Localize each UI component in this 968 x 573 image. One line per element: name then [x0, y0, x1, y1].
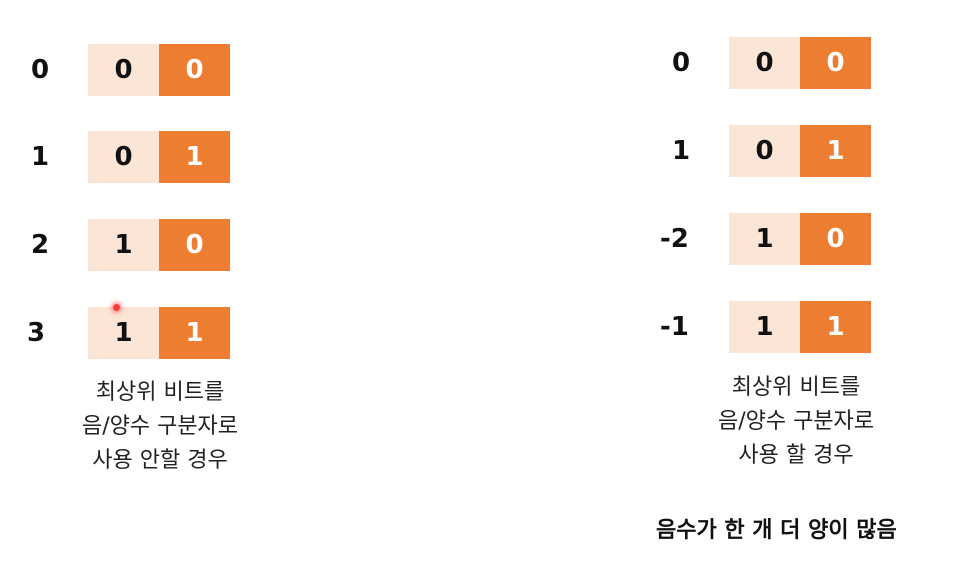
caption-line: 사용 안할 경우 [92, 448, 228, 473]
lsb-bit-cell: 0 [159, 44, 230, 96]
msb-bit-cell: 1 [88, 307, 159, 359]
left-row-label: 2 [31, 230, 50, 260]
lsb-bit-cell: 1 [800, 301, 871, 353]
caption-line: 최상위 비트를 [731, 375, 861, 400]
msb-bit-cell: 1 [88, 219, 159, 271]
right-row-label: 1 [672, 136, 691, 166]
msb-bit-cell: 1 [729, 301, 800, 353]
left-caption: 최상위 비트를 음/양수 구분자로 사용 안할 경우 [40, 376, 280, 478]
right-row-label: 0 [672, 48, 691, 78]
negative-count-note: 음수가 한 개 더 양이 많음 [656, 518, 897, 543]
caption-line: 음/양수 구분자로 [717, 409, 875, 434]
lsb-bit-cell: 0 [159, 219, 230, 271]
left-row-label: 3 [27, 318, 46, 348]
right-row-label: -2 [660, 224, 689, 254]
lsb-bit-cell: 1 [159, 131, 230, 183]
caption-line: 음/양수 구분자로 [81, 414, 239, 439]
caption-line: 최상위 비트를 [95, 380, 225, 405]
caption-line: 사용 할 경우 [738, 443, 854, 468]
right-caption: 최상위 비트를 음/양수 구분자로 사용 할 경우 [676, 371, 916, 473]
left-row-label: 1 [31, 142, 50, 172]
msb-bit-cell: 1 [729, 213, 800, 265]
left-row-label: 0 [31, 55, 50, 85]
msb-bit-cell: 0 [729, 125, 800, 177]
msb-bit-cell: 0 [88, 44, 159, 96]
lsb-bit-cell: 0 [800, 37, 871, 89]
msb-bit-cell: 0 [729, 37, 800, 89]
laser-pointer-dot [113, 304, 120, 311]
msb-bit-cell: 0 [88, 131, 159, 183]
right-row-label: -1 [660, 312, 689, 342]
lsb-bit-cell: 0 [800, 213, 871, 265]
lsb-bit-cell: 1 [159, 307, 230, 359]
lsb-bit-cell: 1 [800, 125, 871, 177]
